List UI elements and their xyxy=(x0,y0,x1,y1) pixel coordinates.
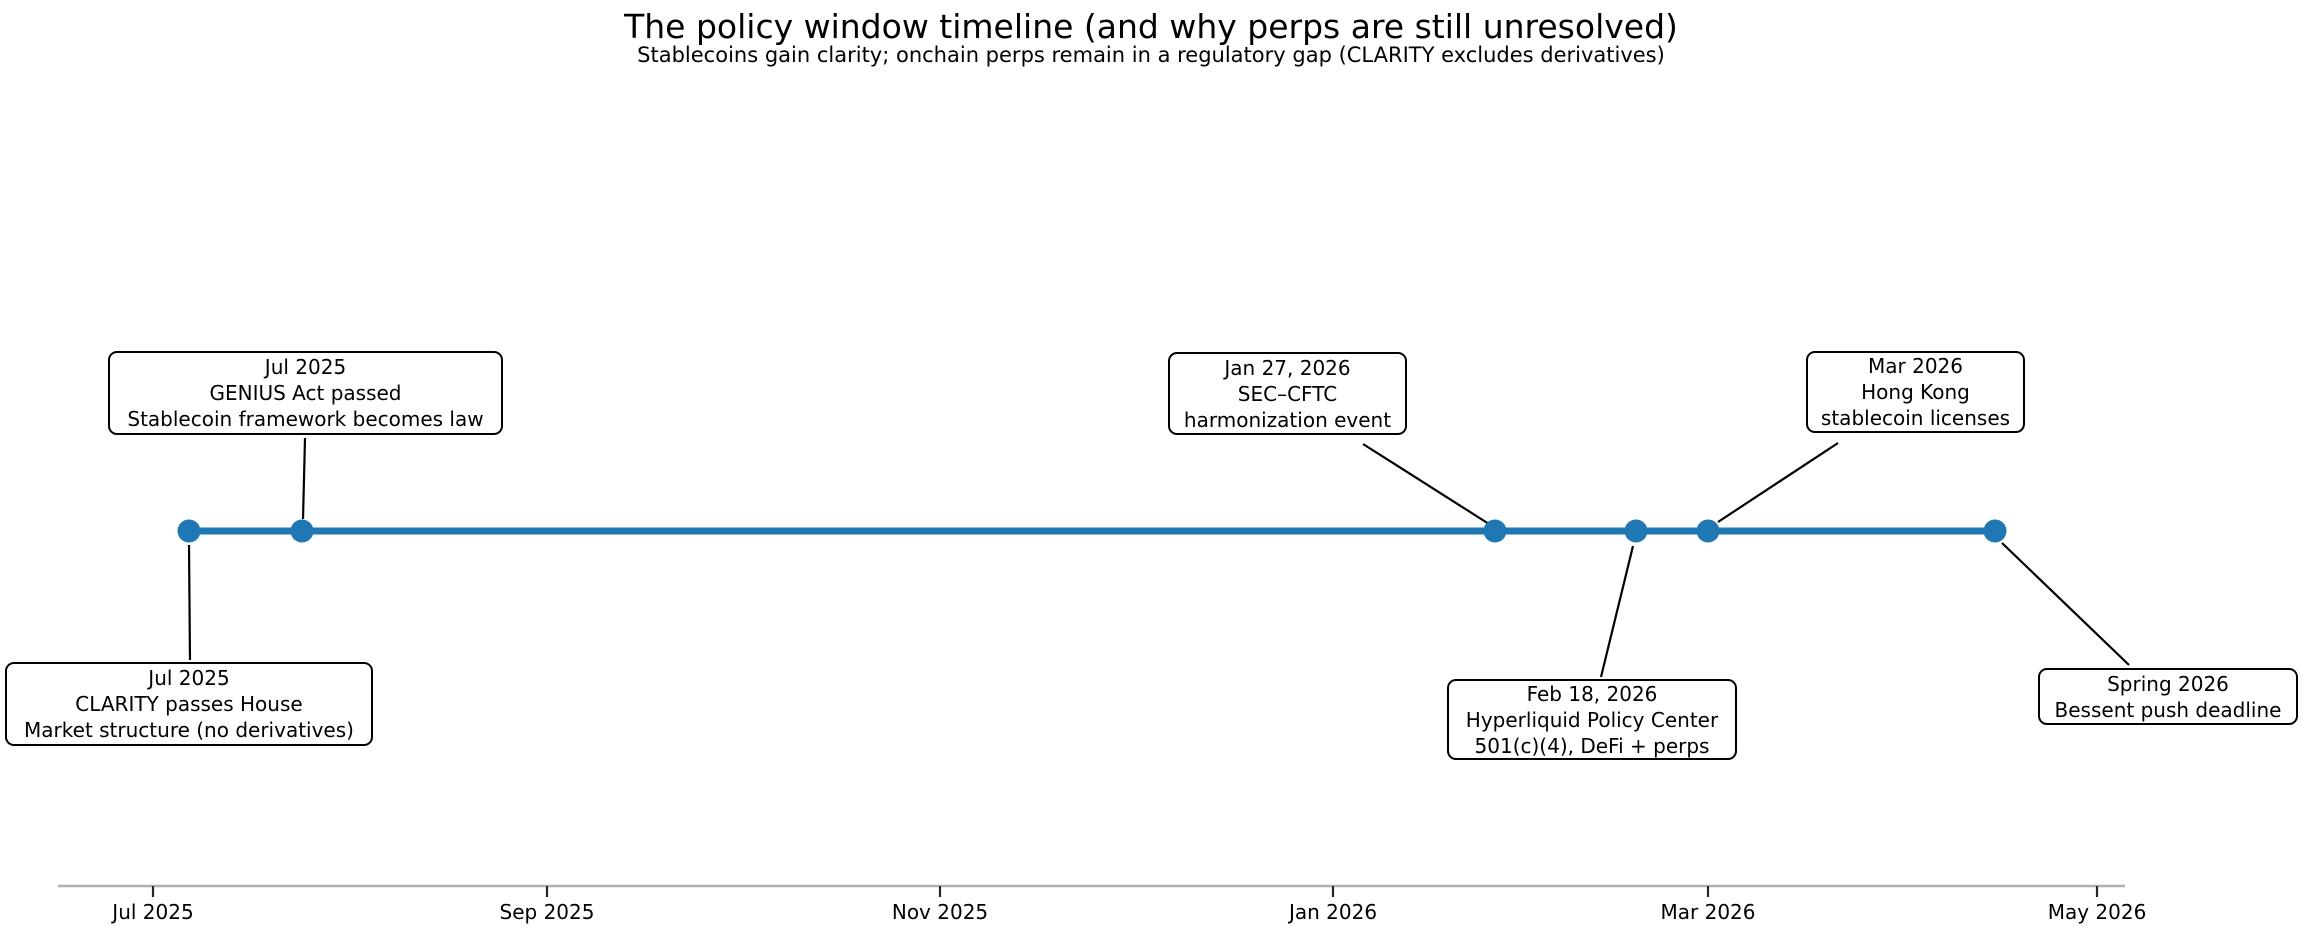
x-tick-label-jan-2026: Jan 2026 xyxy=(1288,900,1378,924)
leader-line-sec-cftc xyxy=(1362,443,1490,525)
annotation-detail: stablecoin licenses xyxy=(1820,406,2011,430)
event-marker-genius xyxy=(290,519,314,543)
annotation-date: Jul 2025 xyxy=(148,666,230,690)
annotation-title: Hong Kong xyxy=(1861,380,1970,404)
leader-line-bessent xyxy=(2001,542,2130,666)
event-marker-hyperliquid xyxy=(1624,519,1648,543)
chart-subtitle: Stablecoins gain clarity; onchain perps … xyxy=(637,43,1665,67)
annotation-detail: Stablecoin framework becomes law xyxy=(127,407,484,431)
event-marker-clarity xyxy=(177,519,201,543)
x-tick-label-may-2026: May 2026 xyxy=(2047,900,2147,924)
annotation-sec-cftc: Jan 27, 2026 SEC–CFTC harmonization even… xyxy=(1168,352,1407,435)
annotation-clarity-house: Jul 2025 CLARITY passes House Market str… xyxy=(5,662,373,746)
annotation-title: Hyperliquid Policy Center xyxy=(1465,707,1719,732)
annotation-detail: harmonization event xyxy=(1183,407,1392,432)
leader-line-genius xyxy=(301,437,307,520)
leader-line-clarity xyxy=(187,544,192,661)
annotation-date: Jan 27, 2026 xyxy=(1224,355,1351,380)
annotation-title: SEC–CFTC xyxy=(1237,381,1338,406)
annotation-date: Jul 2025 xyxy=(264,355,347,379)
annotation-detail: 501(c)(4), DeFi + perps xyxy=(1474,733,1710,758)
annotation-date: Spring 2026 xyxy=(2107,671,2229,696)
annotation-date: Feb 18, 2026 xyxy=(1526,681,1658,706)
annotation-hyperliquid: Feb 18, 2026 Hyperliquid Policy Center 5… xyxy=(1447,679,1737,760)
event-marker-bessent xyxy=(1983,519,2007,543)
x-tick-label-sep-2025: Sep 2025 xyxy=(499,900,595,924)
event-marker-hong-kong xyxy=(1696,519,1720,543)
event-marker-sec-cftc xyxy=(1483,519,1507,543)
x-tick-label-mar-2026: Mar 2026 xyxy=(1660,900,1756,924)
annotation-detail: Market structure (no derivatives) xyxy=(24,718,354,742)
annotation-title: GENIUS Act passed xyxy=(209,381,402,405)
leader-line-hong-kong xyxy=(1717,442,1839,523)
chart-title: The policy window timeline (and why perp… xyxy=(624,7,1678,46)
x-tick-label-jul-2025: Jul 2025 xyxy=(112,900,194,924)
annotation-title: CLARITY passes House xyxy=(75,692,303,716)
annotation-bessent: Spring 2026 Bessent push deadline xyxy=(2038,668,2298,725)
annotation-date: Mar 2026 xyxy=(1868,354,1963,378)
leader-line-hyperliquid xyxy=(1599,545,1635,678)
x-tick-label-nov-2025: Nov 2025 xyxy=(891,900,989,924)
annotation-genius-act: Jul 2025 GENIUS Act passed Stablecoin fr… xyxy=(108,351,503,435)
annotation-hong-kong: Mar 2026 Hong Kong stablecoin licenses xyxy=(1806,351,2025,433)
annotation-title: Bessent push deadline xyxy=(2054,697,2282,722)
